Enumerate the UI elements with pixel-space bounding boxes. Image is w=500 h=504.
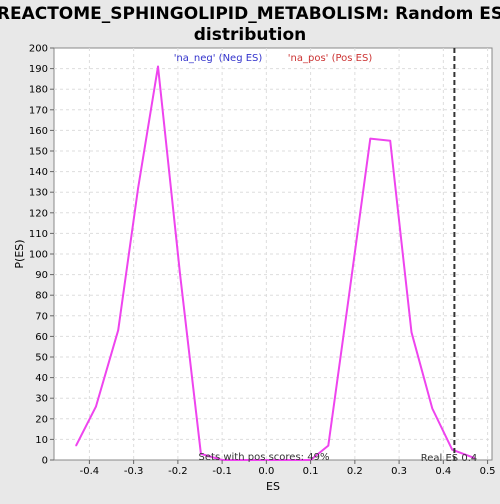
es-data-point bbox=[137, 187, 139, 189]
y-tick-label: 120 bbox=[29, 208, 48, 219]
y-tick-label: 160 bbox=[29, 126, 48, 137]
legend-pos-es: 'na_pos' (Pos ES) bbox=[288, 53, 373, 64]
es-data-point bbox=[451, 448, 453, 451]
y-tick-label: 0 bbox=[42, 456, 48, 467]
es-data-point bbox=[287, 459, 290, 461]
es-data-point bbox=[75, 444, 77, 447]
es-data-point bbox=[157, 65, 159, 68]
y-tick-label: 130 bbox=[29, 188, 48, 199]
es-data-point bbox=[473, 457, 476, 459]
y-tick-label: 60 bbox=[35, 332, 48, 343]
y-tick-label: 190 bbox=[29, 64, 48, 75]
y-tick-label: 200 bbox=[29, 44, 48, 55]
x-tick-label: 0.5 bbox=[480, 466, 496, 477]
x-axis-label: ES bbox=[266, 480, 280, 493]
legend-neg-es: 'na_neg' (Neg ES) bbox=[174, 53, 263, 64]
grid-lines bbox=[54, 48, 492, 460]
y-tick-label: 10 bbox=[35, 435, 48, 446]
x-tick-label: -0.4 bbox=[80, 466, 100, 477]
pos-scores-annotation: Sets with pos scores: 49% bbox=[199, 452, 330, 463]
y-tick-label: 170 bbox=[29, 105, 48, 116]
x-tick-label: 0.4 bbox=[435, 466, 451, 477]
es-data-point bbox=[462, 453, 465, 455]
es-data-point bbox=[431, 407, 434, 410]
series-layer bbox=[75, 65, 476, 461]
y-tick-label: 40 bbox=[35, 373, 48, 384]
x-tick-label: -0.1 bbox=[212, 466, 232, 477]
x-tick-label: 0.0 bbox=[258, 466, 274, 477]
chart-title-line2: distribution bbox=[194, 25, 306, 45]
x-axis: -0.4 -0.3 -0.2 -0.1 0.0 0.1 0.2 0.3 0.4 0.5 bbox=[80, 460, 496, 477]
x-tick-label: 0.1 bbox=[303, 466, 319, 477]
y-tick-label: 180 bbox=[29, 85, 48, 96]
es-data-point bbox=[369, 137, 372, 140]
es-data-point bbox=[327, 444, 330, 447]
y-tick-label: 70 bbox=[35, 311, 48, 322]
y-tick-label: 150 bbox=[29, 147, 48, 158]
y-tick-label: 80 bbox=[35, 291, 48, 302]
es-data-point bbox=[389, 139, 392, 142]
real-es-label: Real ES 0.4 bbox=[421, 453, 477, 464]
x-tick-label: 0.3 bbox=[391, 466, 407, 477]
es-data-point bbox=[410, 331, 413, 334]
es-data-point bbox=[243, 459, 246, 461]
x-tick-label: -0.3 bbox=[124, 466, 144, 477]
y-tick-label: 100 bbox=[29, 250, 48, 261]
y-axis-label: P(ES) bbox=[13, 239, 26, 268]
es-data-point bbox=[117, 329, 119, 332]
y-tick-label: 110 bbox=[29, 229, 48, 240]
y-tick-label: 140 bbox=[29, 167, 48, 178]
es-data-point bbox=[200, 453, 202, 455]
y-tick-label: 20 bbox=[35, 414, 48, 425]
y-tick-label: 30 bbox=[35, 394, 48, 405]
x-tick-label: 0.2 bbox=[347, 466, 363, 477]
x-tick-label: -0.2 bbox=[168, 466, 188, 477]
es-data-point bbox=[347, 300, 350, 303]
es-data-point bbox=[179, 273, 181, 276]
es-data-point bbox=[95, 405, 97, 408]
y-axis: 0 10 20 30 40 50 60 70 80 90 100 110 120 130 140 150 160… bbox=[29, 44, 54, 467]
chart-title-line1: REACTOME_SPHINGOLIPID_METABOLISM: Random… bbox=[0, 4, 500, 24]
y-tick-label: 90 bbox=[35, 270, 48, 281]
y-tick-label: 50 bbox=[35, 353, 48, 364]
